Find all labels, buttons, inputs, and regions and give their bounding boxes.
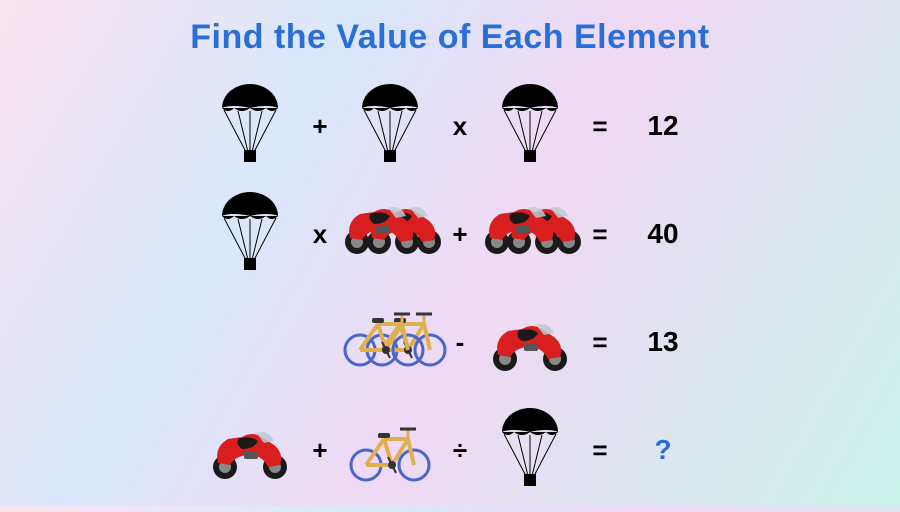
parachute-cell xyxy=(200,188,300,280)
equation-row: x + xyxy=(160,188,740,280)
motorcycle-cell xyxy=(480,296,580,388)
result-value: 12 xyxy=(620,80,700,172)
parachute-icon xyxy=(358,84,422,168)
bicycle-cell xyxy=(340,404,440,496)
parachute-cell xyxy=(480,404,580,496)
equals-sign: = xyxy=(580,296,620,388)
result-value: ? xyxy=(620,404,700,496)
bicycle-icon xyxy=(346,417,434,483)
operator-plus: + xyxy=(300,80,340,172)
motorcycle-double-cell xyxy=(480,188,580,280)
operator-times: x xyxy=(440,80,480,172)
motorcycle-icon xyxy=(488,311,572,373)
bicycle-icon xyxy=(340,302,428,368)
empty-op xyxy=(300,296,340,388)
motorcycle-cell xyxy=(200,404,300,496)
equals-sign: = xyxy=(580,188,620,280)
motorcycle-icon xyxy=(208,419,292,481)
equation-row: - =13 xyxy=(160,296,740,388)
operator-plus: + xyxy=(440,188,480,280)
parachute-icon xyxy=(218,192,282,276)
parachute-icon xyxy=(218,84,282,168)
motorcycle-icon xyxy=(480,194,564,256)
operator-times: x xyxy=(300,188,340,280)
equals-sign: = xyxy=(580,404,620,496)
equals-sign: = xyxy=(580,80,620,172)
operator-div: ÷ xyxy=(440,404,480,496)
motorcycle-double-cell xyxy=(340,188,440,280)
equation-rows: + x =12 x xyxy=(0,80,900,512)
result-value: 40 xyxy=(620,188,700,280)
parachute-cell xyxy=(200,80,300,172)
parachute-icon xyxy=(498,408,562,492)
result-value: 13 xyxy=(620,296,700,388)
page-title: Find the Value of Each Element xyxy=(0,0,900,57)
equation-row: + ÷ =? xyxy=(160,404,740,496)
operator-plus: + xyxy=(300,404,340,496)
parachute-icon xyxy=(498,84,562,168)
parachute-cell xyxy=(340,80,440,172)
empty-cell xyxy=(200,296,300,388)
parachute-cell xyxy=(480,80,580,172)
bicycle-double-cell xyxy=(340,296,440,388)
equation-row: + x =12 xyxy=(160,80,740,172)
motorcycle-icon xyxy=(340,194,424,256)
